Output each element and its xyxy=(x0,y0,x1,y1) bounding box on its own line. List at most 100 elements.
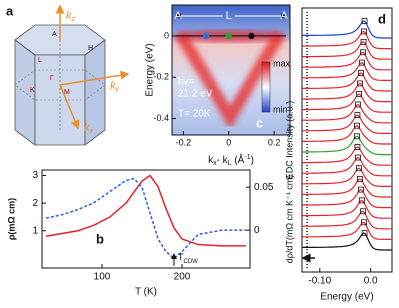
peak-marker xyxy=(359,197,365,204)
edc-curve xyxy=(302,30,392,50)
series-line xyxy=(45,177,246,260)
panel-label: a xyxy=(6,3,14,18)
edc-curve xyxy=(302,232,392,251)
note: hv= xyxy=(178,77,195,88)
x-tick-label: 200 xyxy=(174,272,191,283)
y-axis-label: Energy (eV) xyxy=(145,43,156,96)
x-axis-label: kx- kL (Å-1) xyxy=(208,153,254,167)
point xyxy=(225,32,232,40)
edc-curve xyxy=(302,199,392,219)
cut-label: L xyxy=(226,10,232,22)
cut-label: A xyxy=(280,10,288,22)
x-axis-label: T (K) xyxy=(135,287,157,298)
point xyxy=(248,32,255,40)
panel-c: max min hv= 21.2 eV T= 20K c Energy (eV)… xyxy=(145,4,291,167)
point-label: H xyxy=(88,45,93,52)
annotation-sub: CDW xyxy=(184,259,199,265)
y-tick-label: 1 xyxy=(32,225,38,236)
edc-curve xyxy=(302,114,392,134)
frame xyxy=(301,7,393,273)
edc-curve xyxy=(302,51,392,71)
edc-curve xyxy=(302,83,392,103)
edc-curve xyxy=(302,135,392,156)
edc-curve xyxy=(302,61,392,81)
y-tick-label: -0.4 xyxy=(153,113,169,123)
edc-curve xyxy=(302,41,392,60)
edc-curve xyxy=(302,188,392,209)
note: 21.2 eV xyxy=(178,89,213,100)
peak-marker xyxy=(361,230,368,237)
peak-marker xyxy=(354,133,360,140)
panel-d: EDC Intensity (a.u.) Energy (eV) d -0.10… xyxy=(284,7,393,303)
colorbar-label: max xyxy=(273,58,291,68)
peak-marker xyxy=(361,219,367,226)
kx-arrow xyxy=(59,84,80,130)
peak-marker xyxy=(354,144,361,150)
colorbar xyxy=(261,61,271,113)
y2-tick-label: 0.05 xyxy=(254,182,274,193)
edc-curve xyxy=(302,210,392,230)
edc-curve xyxy=(302,93,392,113)
panel-b: ρ(mΩ cm) dρ/dT(mΩ cm K⁻¹ cm) T (K) b 1 2 3… xyxy=(6,169,294,298)
note: T= 20K xyxy=(178,109,211,120)
y-tick-label: -0.2 xyxy=(153,72,169,82)
peak-marker xyxy=(356,91,362,97)
edc-curve xyxy=(302,178,392,198)
y-axis-label: ρ(mΩ cm) xyxy=(6,198,16,240)
series-line xyxy=(45,174,246,247)
point-label: Γ xyxy=(50,75,54,82)
ky-arrow xyxy=(59,70,130,86)
point xyxy=(202,32,210,40)
x-tick-label: 0 xyxy=(226,137,231,147)
panel-a: a kz ky kx A L H Γ K M xyxy=(6,3,130,146)
panel-label: c xyxy=(256,115,263,130)
peak-marker xyxy=(357,175,363,182)
panel-label: b xyxy=(96,231,104,246)
edc-curve xyxy=(302,72,392,92)
point-label: K xyxy=(30,87,35,94)
frame xyxy=(41,169,251,269)
cut-label: A xyxy=(174,10,182,22)
y-tick-label: 3 xyxy=(32,170,38,181)
peak-marker xyxy=(360,49,366,56)
peak-marker xyxy=(356,165,362,172)
edc-curve xyxy=(302,103,392,124)
peak-marker xyxy=(358,70,364,76)
axis-label: ky xyxy=(110,80,120,93)
peak-marker xyxy=(358,186,364,193)
frame xyxy=(171,4,291,136)
y2-tick-label: 0 xyxy=(254,225,260,236)
x-tick-label: 0.0 xyxy=(364,276,378,287)
annotation-text: T xyxy=(178,252,184,262)
peak-marker xyxy=(361,28,367,35)
edc-curve xyxy=(302,20,392,39)
peak-marker xyxy=(357,80,363,87)
hex-mid xyxy=(14,69,106,101)
x-tick-label: -0.2 xyxy=(176,137,192,147)
axis-label: kz xyxy=(66,10,76,23)
y-axis-label: EDC Intensity (a.u.) xyxy=(284,101,294,180)
peak-marker xyxy=(355,154,361,161)
point-label: M xyxy=(64,89,70,96)
colorbar-label: min xyxy=(273,104,288,114)
intensity-map xyxy=(172,5,290,135)
peak-marker xyxy=(355,101,361,108)
x-axis-label: Energy (eV) xyxy=(320,292,373,303)
y-tick-label: 2 xyxy=(32,198,38,209)
edc-curve xyxy=(302,167,392,187)
x-tick-label: 0.2 xyxy=(268,137,281,147)
edc-curve xyxy=(302,156,392,177)
peak-marker xyxy=(360,38,367,45)
y2-axis-label: dρ/dT(mΩ cm K⁻¹ cm) xyxy=(284,175,294,264)
peak-marker xyxy=(354,122,360,129)
point-label: L xyxy=(38,57,42,64)
x-tick-label: -0.10 xyxy=(308,276,331,287)
edc-curve xyxy=(302,125,392,145)
panel-label: d xyxy=(378,11,386,26)
point-label: A xyxy=(52,31,57,38)
edc-curve xyxy=(302,146,392,166)
peak-marker xyxy=(360,208,366,215)
peak-marker xyxy=(359,59,365,66)
annotation: TCDW xyxy=(178,252,198,264)
y-tick-label: 0 xyxy=(164,30,169,40)
